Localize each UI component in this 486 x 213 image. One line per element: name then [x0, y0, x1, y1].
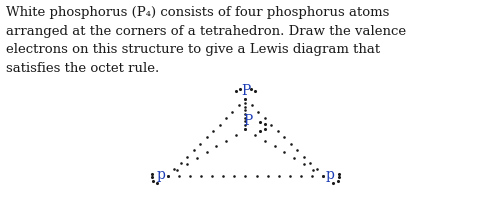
Point: [148, 173, 156, 176]
Point: [286, 174, 294, 177]
Point: [297, 174, 305, 177]
Point: [271, 145, 278, 148]
Text: p: p: [326, 168, 334, 182]
Point: [175, 174, 183, 177]
Point: [261, 127, 269, 131]
Point: [319, 174, 327, 177]
Point: [183, 162, 191, 166]
Point: [287, 142, 295, 145]
Point: [183, 155, 191, 158]
Point: [154, 181, 161, 185]
Point: [186, 174, 194, 177]
Point: [235, 104, 243, 107]
Point: [264, 174, 272, 177]
Point: [242, 97, 249, 101]
Point: [247, 88, 255, 91]
Point: [236, 88, 244, 91]
Point: [232, 133, 240, 136]
Point: [228, 110, 236, 114]
Point: [196, 142, 204, 145]
Point: [242, 127, 249, 131]
Point: [219, 174, 227, 177]
Point: [319, 174, 327, 177]
Point: [335, 176, 343, 179]
Point: [193, 156, 201, 160]
Point: [313, 168, 321, 171]
Point: [216, 123, 224, 126]
Point: [253, 174, 260, 177]
Point: [242, 120, 249, 123]
Point: [280, 151, 288, 154]
Point: [334, 180, 342, 183]
Point: [242, 97, 249, 101]
Point: [164, 174, 172, 177]
Point: [149, 180, 157, 183]
Point: [257, 129, 264, 133]
Point: [242, 105, 249, 108]
Point: [242, 101, 249, 104]
Point: [164, 174, 172, 177]
Point: [274, 129, 282, 133]
Point: [212, 145, 220, 148]
Point: [242, 112, 249, 116]
Point: [335, 173, 343, 176]
Point: [275, 174, 283, 177]
Point: [261, 117, 269, 120]
Point: [177, 161, 185, 165]
Point: [294, 148, 301, 152]
Point: [251, 90, 259, 93]
Text: P: P: [241, 84, 250, 98]
Point: [242, 127, 249, 131]
Text: White phosphorus (P₄) consists of four phosphorus atoms
arranged at the corners : White phosphorus (P₄) consists of four p…: [6, 6, 406, 75]
Point: [242, 116, 249, 119]
Point: [330, 181, 337, 185]
Point: [164, 174, 172, 177]
Point: [251, 133, 259, 136]
Point: [261, 123, 269, 126]
Point: [242, 97, 249, 101]
Point: [248, 104, 256, 107]
Point: [242, 123, 249, 127]
Point: [170, 168, 178, 171]
Text: P: P: [243, 114, 253, 128]
Point: [310, 168, 317, 172]
Point: [261, 139, 269, 142]
Point: [203, 136, 210, 139]
Point: [267, 123, 275, 126]
Point: [242, 108, 249, 112]
Point: [242, 127, 249, 131]
Point: [308, 174, 316, 177]
Point: [232, 90, 240, 93]
Point: [255, 110, 262, 114]
Point: [242, 174, 249, 177]
Point: [197, 174, 205, 177]
Point: [190, 148, 197, 152]
Text: p: p: [156, 168, 165, 182]
Point: [319, 174, 327, 177]
Point: [257, 121, 264, 124]
Point: [208, 174, 216, 177]
Point: [203, 151, 210, 154]
Point: [222, 139, 230, 142]
Point: [222, 117, 230, 120]
Point: [290, 156, 298, 160]
Point: [148, 176, 156, 179]
Point: [280, 136, 288, 139]
Point: [306, 161, 314, 165]
Point: [300, 162, 308, 166]
Point: [300, 155, 308, 158]
Point: [174, 168, 181, 172]
Point: [209, 129, 217, 133]
Point: [230, 174, 238, 177]
